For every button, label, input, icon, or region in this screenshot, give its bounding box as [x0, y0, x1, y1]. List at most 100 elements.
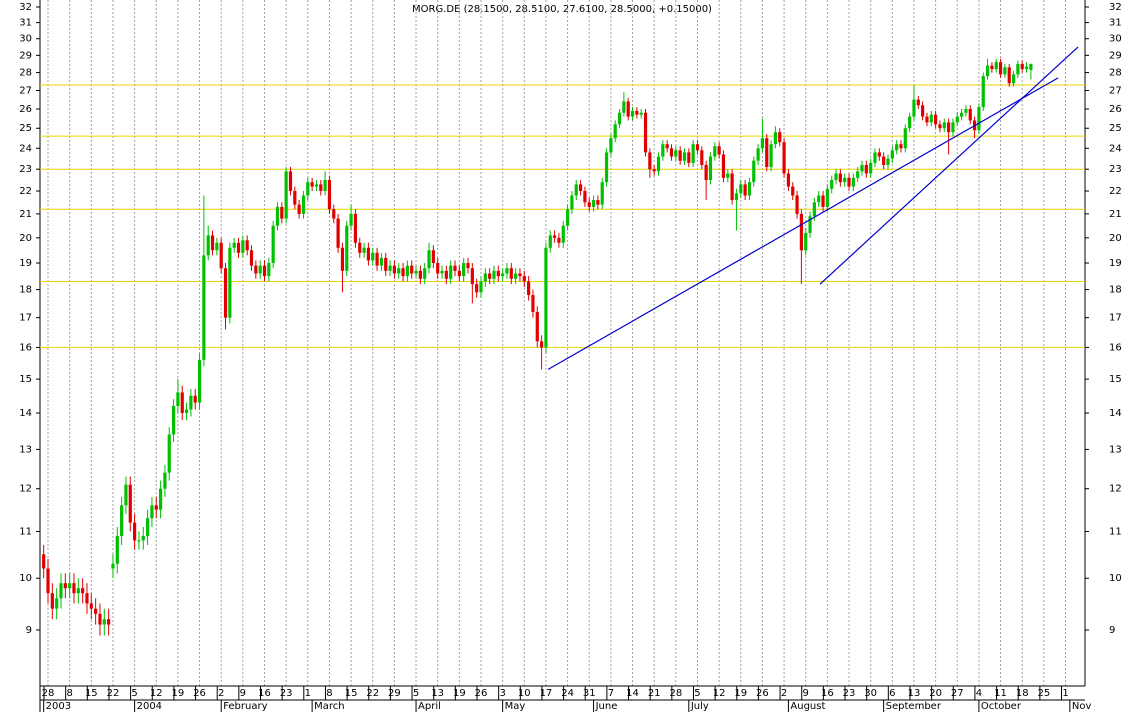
candle-body [561, 225, 565, 243]
month-label: July [690, 701, 709, 712]
x-tick-label: 15 [345, 688, 358, 699]
x-tick-label: 19 [734, 688, 747, 699]
candle-body [215, 242, 219, 251]
y-tick-label: 31 [1109, 18, 1122, 29]
x-tick-label: 31 [583, 688, 596, 699]
candle-body [648, 152, 652, 170]
candle-body [1024, 66, 1029, 70]
candle-body [133, 522, 137, 541]
candle-body [929, 114, 933, 123]
candle-body [977, 107, 981, 131]
y-tick-label: 26 [1109, 104, 1122, 115]
y-tick-label: 18 [19, 285, 32, 296]
candle-body [860, 164, 864, 172]
candle-body [643, 112, 648, 153]
candle-body [717, 146, 721, 155]
x-tick-label: 8 [66, 688, 72, 699]
candle-body [734, 193, 739, 201]
candle-body [301, 195, 306, 214]
candle-body [440, 270, 444, 274]
chart-title: MORG.DE (28.1500, 28.5100, 27.6100, 28.5… [412, 4, 712, 15]
candle-body [899, 144, 903, 149]
y-tick-label: 26 [19, 104, 32, 115]
month-label: August [790, 701, 825, 712]
y-tick-label: 23 [19, 164, 32, 175]
x-tick-label: 1 [1062, 688, 1068, 699]
candle-body [345, 225, 349, 271]
candle-body [98, 613, 102, 625]
y-tick-label: 25 [19, 123, 32, 134]
candle-body [708, 156, 713, 180]
candle-body [574, 184, 578, 196]
candle-body [1029, 63, 1033, 70]
candle-body [968, 108, 972, 121]
x-tick-label: 17 [540, 688, 553, 699]
candle-body [578, 184, 583, 192]
candle-body [76, 588, 80, 594]
candle-body [397, 268, 401, 274]
candle-body [812, 202, 816, 217]
x-tick-label: 26 [756, 688, 769, 699]
candle-body [418, 270, 422, 279]
candle-body [565, 209, 570, 226]
candle-body [163, 472, 167, 489]
x-tick-label: 27 [951, 688, 964, 699]
candle-body [457, 270, 461, 277]
y-tick-label: 19 [19, 258, 32, 269]
month-label: October [981, 701, 1022, 712]
candle-body [72, 583, 76, 594]
candle-body [769, 144, 773, 168]
x-tick-label: 22 [366, 688, 379, 699]
candle-body [462, 263, 466, 277]
candle-body [739, 184, 743, 194]
candle-body [522, 276, 526, 282]
x-tick-label: 2 [218, 688, 224, 699]
candle-body [258, 265, 262, 274]
candle-body [410, 265, 414, 274]
candle-body [604, 152, 609, 183]
candle-body [492, 270, 496, 279]
y-tick-label: 29 [19, 50, 32, 61]
candle-body [336, 218, 340, 248]
candle-body [427, 250, 431, 269]
candle-body [934, 114, 938, 125]
candle-body [617, 112, 622, 125]
y-tick-label: 16 [19, 342, 32, 353]
month-label: April [418, 701, 441, 712]
candle-body [254, 265, 258, 274]
candle-body [782, 142, 786, 174]
candle-body [674, 150, 678, 157]
y-tick-label: 19 [1109, 258, 1122, 269]
y-tick-label: 17 [1109, 313, 1122, 324]
candle-body [401, 268, 405, 277]
y-tick-label: 9 [1109, 625, 1115, 636]
x-tick-label: 5 [694, 688, 700, 699]
candle-body [587, 202, 591, 207]
candle-body [817, 195, 821, 203]
candle-body [730, 173, 734, 201]
candle-body [323, 179, 327, 192]
month-label: September [886, 701, 942, 712]
candle-body [353, 213, 358, 243]
candle-body [691, 144, 695, 163]
x-tick-label: 12 [150, 688, 163, 699]
candle-body [981, 76, 985, 108]
y-tick-label: 13 [1109, 444, 1122, 455]
candle-body [985, 65, 990, 77]
candle-body [288, 171, 293, 192]
x-tick-label: 16 [258, 688, 271, 699]
candle-body [275, 206, 280, 226]
candle-body [908, 116, 912, 129]
x-tick-label: 8 [326, 688, 332, 699]
candle-body [340, 247, 345, 271]
candle-body [414, 270, 418, 274]
candle-body [552, 235, 557, 238]
candle-body [964, 108, 968, 113]
candle-body [960, 112, 964, 117]
candle-body [111, 563, 115, 569]
candle-body [232, 242, 236, 248]
candle-body [89, 603, 93, 609]
y-tick-label: 23 [1109, 164, 1122, 175]
candle-body [1007, 67, 1011, 84]
